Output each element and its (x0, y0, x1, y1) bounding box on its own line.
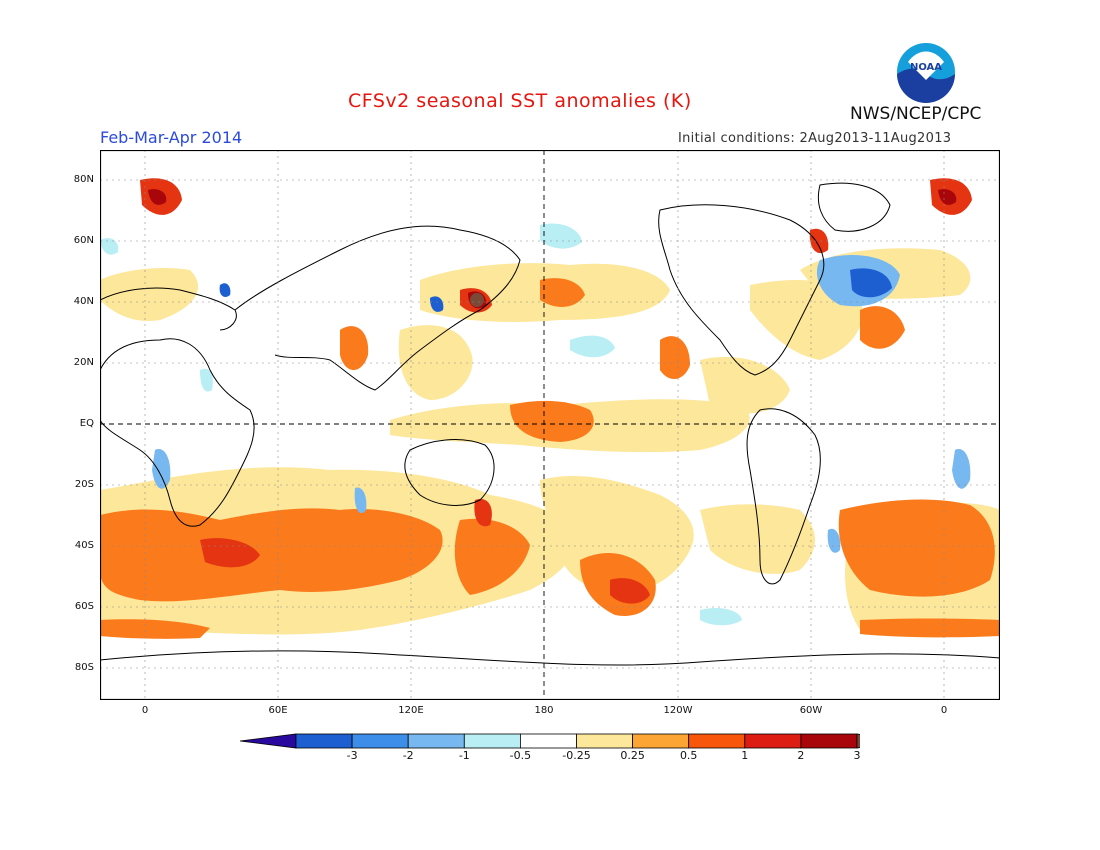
gridlines (100, 150, 1000, 700)
coastlines (100, 182, 1000, 666)
lat-label: 20N (73, 357, 94, 368)
colorbar-label: -1 (459, 749, 470, 762)
colorbar-label: 2 (797, 749, 804, 762)
lon-label: 60W (799, 705, 823, 716)
lat-label: 60S (74, 601, 94, 612)
colorbar-box (463, 733, 521, 749)
lat-label: 40N (73, 296, 94, 307)
colorbar-box (632, 733, 690, 749)
colorbar: -3 -2 -1 -0.5 -0.25 0.25 0.5 1 2 3 (240, 733, 861, 762)
lat-label: 80N (73, 174, 94, 185)
noaa-logo: NOAA (895, 41, 957, 103)
colorbar-box (576, 733, 633, 749)
colorbar-label: -0.5 (510, 749, 531, 762)
chart-title: CFSv2 seasonal SST anomalies (K) (348, 90, 692, 112)
colorbar-label: 0.5 (680, 749, 698, 762)
colorbar-box (744, 733, 802, 749)
colorbar-box (688, 733, 746, 749)
lon-label: 120W (663, 705, 693, 716)
colorbar-box (295, 733, 353, 749)
anomaly-warm (100, 278, 1000, 639)
colorbar-box (519, 733, 577, 749)
colorbar-label: -3 (347, 749, 358, 762)
reference-lines (100, 150, 1000, 700)
lat-label: EQ (79, 418, 94, 429)
colorbar-label: 0.25 (620, 749, 645, 762)
colorbar-arrow-low (240, 733, 297, 749)
anomaly-light-cool (100, 223, 742, 626)
lat-label: 80S (74, 662, 94, 673)
lat-label: 40S (74, 540, 94, 551)
lon-label: 0 (940, 705, 948, 716)
colorbar-label: -0.25 (562, 749, 590, 762)
forecast-period: Feb-Mar-Apr 2014 (100, 128, 243, 147)
anomaly-cold (219, 268, 892, 312)
lat-label: 60N (73, 235, 94, 246)
colorbar-arrow-high (856, 733, 860, 749)
sst-anomaly-map (100, 150, 1000, 700)
lon-label: 60E (268, 705, 288, 716)
colorbar-label: 1 (741, 749, 748, 762)
lat-label: 20S (74, 479, 94, 490)
lon-label: 120E (398, 705, 424, 716)
agency-label: NWS/NCEP/CPC (850, 104, 982, 124)
initial-conditions: Initial conditions: 2Aug2013-11Aug2013 (678, 131, 952, 146)
logo-text: NOAA (910, 62, 942, 73)
colorbar-box (407, 733, 465, 749)
anomaly-extreme-spot (470, 293, 484, 307)
colorbar-box (351, 733, 409, 749)
colorbar-label: 3 (854, 749, 861, 762)
lon-label: 180 (534, 705, 554, 716)
map-border (100, 150, 1000, 700)
lon-label: 0 (141, 705, 149, 716)
colorbar-box (800, 733, 858, 749)
colorbar-label: -2 (403, 749, 414, 762)
